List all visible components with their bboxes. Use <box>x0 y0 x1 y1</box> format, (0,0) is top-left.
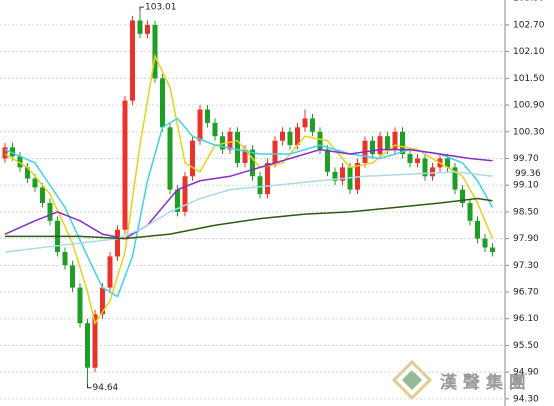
candle-body <box>47 203 53 221</box>
candle-body <box>370 140 375 155</box>
candle-body <box>182 176 188 212</box>
candle-body <box>242 149 248 163</box>
y-tick-label: 98.50 <box>513 207 539 217</box>
candle-body <box>250 149 255 177</box>
candle-body <box>392 131 398 150</box>
y-tick-label: 96.70 <box>513 288 539 298</box>
candle-body <box>295 127 300 146</box>
watermark: 漢 聲 集 團 <box>440 372 526 393</box>
candle-body <box>415 158 420 163</box>
candle-body <box>145 24 150 34</box>
min-label: 94.64 <box>93 383 119 393</box>
y-tick-label: 94.30 <box>513 394 539 404</box>
max-label: 103.01 <box>145 3 177 13</box>
last-price-label: 99.36 <box>515 169 541 179</box>
max-marker <box>139 6 144 12</box>
candle-body <box>92 314 98 368</box>
candle-body <box>287 131 293 146</box>
candle-body <box>175 189 180 212</box>
candle-body <box>212 122 218 137</box>
candle-body <box>197 109 203 141</box>
candle-body <box>340 167 345 181</box>
candle-body <box>272 140 278 163</box>
y-tick-label: 97.30 <box>513 261 539 271</box>
candle-body <box>167 127 173 190</box>
candle-body <box>302 118 308 128</box>
candle-body <box>422 158 428 177</box>
candle-body <box>460 189 465 203</box>
y-tick-label: 100.30 <box>513 127 545 137</box>
candle-body <box>227 131 233 150</box>
candle-body <box>257 176 263 195</box>
candle-body <box>205 109 210 123</box>
candle-body <box>452 167 458 190</box>
candle-body <box>310 118 315 132</box>
candle-body <box>280 131 285 141</box>
y-tick-label: 103.30 <box>513 0 545 4</box>
candle-body <box>385 136 390 150</box>
candle-body <box>400 131 405 155</box>
watermark-logo <box>391 359 433 401</box>
y-tick-label: 94.90 <box>513 368 539 378</box>
candle-body <box>235 131 240 163</box>
candle-body <box>137 20 143 34</box>
y-tick-label: 99.10 <box>513 181 539 191</box>
candle-body <box>62 251 68 266</box>
candle-body <box>430 167 435 177</box>
candle-body <box>32 178 38 188</box>
candle-body <box>10 147 15 157</box>
candle-body <box>265 162 270 195</box>
candle-body <box>70 265 75 288</box>
y-tick-label: 102.10 <box>513 47 545 57</box>
candle-body <box>77 287 83 324</box>
candle-body <box>332 171 338 181</box>
y-tick-label: 96.10 <box>513 314 539 324</box>
candle-body <box>25 167 30 179</box>
candle-body <box>190 140 195 177</box>
candle-body <box>152 24 158 79</box>
candle-body <box>107 256 113 288</box>
candle-body <box>160 78 165 128</box>
y-tick-label: 99.70 <box>513 154 539 164</box>
candle-body <box>40 187 45 203</box>
candle-body <box>445 158 450 168</box>
y-tick-label: 100.90 <box>513 101 545 111</box>
moving-average-line <box>5 197 493 240</box>
candle-body <box>2 147 8 159</box>
y-tick-label: 97.90 <box>513 234 539 244</box>
candle-body <box>115 229 120 257</box>
candle-body <box>325 149 330 172</box>
candle-body <box>467 203 473 221</box>
moving-average-line <box>4 148 493 240</box>
candle-body <box>100 287 105 315</box>
candle-body <box>407 154 413 163</box>
candle-body <box>482 238 488 248</box>
candle-body <box>130 20 135 101</box>
min-marker <box>87 383 92 389</box>
y-tick-label: 95.50 <box>513 341 539 351</box>
y-tick-label: 101.50 <box>513 74 545 84</box>
candle-body <box>122 100 128 230</box>
candle-body <box>475 220 480 239</box>
candle-body <box>490 247 495 252</box>
candle-body <box>17 156 23 168</box>
candle-body <box>377 136 383 155</box>
candle-body <box>317 131 323 150</box>
candle-body <box>85 323 90 368</box>
y-tick-label: 102.70 <box>513 20 545 30</box>
